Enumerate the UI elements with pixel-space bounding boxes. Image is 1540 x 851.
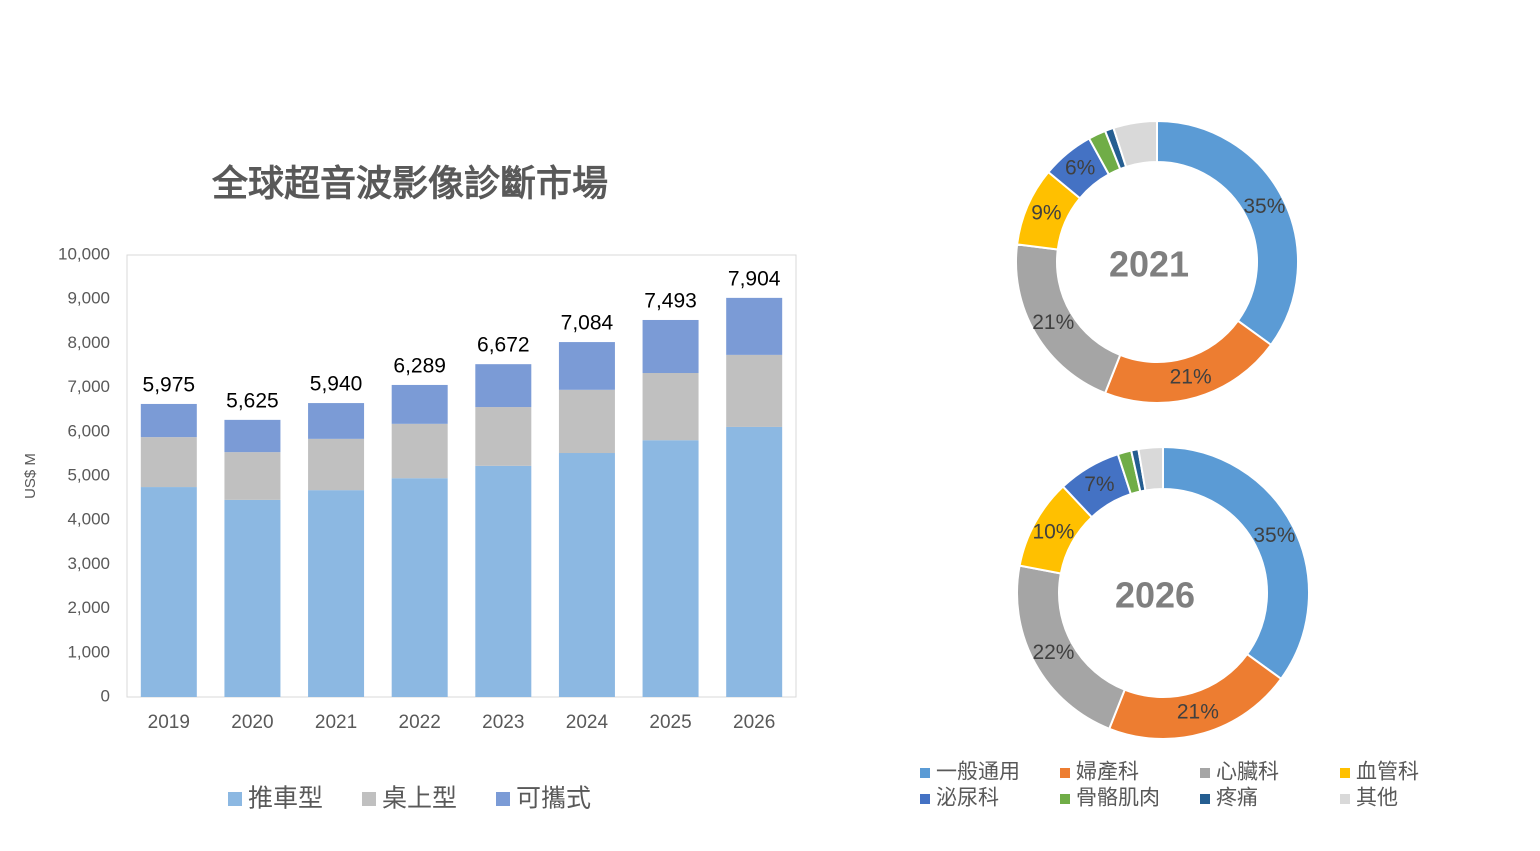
bar-segment — [140, 403, 197, 438]
slice-label: 10% — [1032, 520, 1074, 543]
x-tick-label: 2026 — [733, 712, 775, 733]
legend-swatch — [1200, 768, 1210, 778]
slice-label: 6% — [1065, 157, 1095, 180]
legend-label: 泌尿科 — [936, 787, 999, 810]
legend-swatch — [1060, 794, 1070, 804]
slice-label: 35% — [1243, 195, 1285, 218]
bar-segment — [391, 478, 448, 697]
total-label: 6,672 — [477, 334, 530, 357]
legend-swatch — [362, 792, 376, 806]
bar-segment — [475, 465, 532, 697]
bar-segment — [308, 403, 365, 439]
bar-segment — [224, 452, 281, 500]
bar-segment — [558, 453, 615, 697]
donut-slice — [1112, 119, 1158, 169]
bar-segment — [140, 437, 197, 488]
y-tick-label: 1,000 — [67, 642, 110, 661]
donut-slice — [1137, 445, 1164, 492]
x-tick-label: 2022 — [399, 712, 441, 733]
donut-slice — [1156, 119, 1299, 347]
legend-label: 血管科 — [1356, 761, 1419, 784]
y-tick-label: 4,000 — [67, 510, 110, 529]
bar-segment — [475, 407, 532, 466]
slice-label: 22% — [1032, 641, 1074, 664]
bar-segment — [726, 354, 783, 427]
legend-label: 可攜式 — [516, 785, 591, 813]
donut-slice — [1107, 652, 1283, 740]
legend-label: 推車型 — [248, 785, 323, 813]
bar-segment — [726, 297, 783, 355]
y-tick-label: 5,000 — [67, 465, 110, 484]
legend-label: 疼痛 — [1216, 787, 1258, 810]
bar-segment — [308, 490, 365, 697]
bar-segment — [308, 438, 365, 491]
legend-swatch — [920, 768, 930, 778]
bar-segment — [391, 423, 448, 479]
plot-area — [126, 254, 797, 698]
donut-slice — [1162, 445, 1310, 681]
bar-segment — [642, 319, 699, 374]
y-axis-label: US$ M — [22, 453, 39, 499]
legend-swatch — [920, 794, 930, 804]
slice-label: 35% — [1253, 524, 1295, 547]
x-tick-label: 2019 — [148, 712, 190, 733]
slice-label: 21% — [1170, 365, 1212, 388]
bar-segment — [224, 499, 281, 697]
legend-label: 骨骼肌肉 — [1076, 787, 1160, 810]
y-tick-label: 9,000 — [67, 289, 110, 308]
y-tick-label: 7,000 — [67, 377, 110, 396]
total-label: 5,625 — [226, 389, 279, 412]
legend-swatch — [1060, 768, 1070, 778]
legend-label: 其他 — [1356, 787, 1398, 810]
legend-label: 心臟科 — [1216, 761, 1279, 784]
x-tick-label: 2024 — [566, 712, 609, 733]
donut-slice — [1103, 319, 1273, 404]
bar-segment — [558, 342, 615, 390]
legend-label: 婦產科 — [1076, 761, 1139, 784]
bar-segment — [475, 364, 532, 408]
bar-segment — [558, 389, 615, 454]
y-tick-label: 0 — [101, 686, 110, 705]
total-label: 7,904 — [728, 267, 781, 290]
bar-segment — [140, 487, 197, 697]
donut-title: 2021 — [1109, 244, 1189, 285]
total-label: 5,975 — [143, 374, 196, 397]
slice-label: 7% — [1084, 473, 1114, 496]
slice-label: 21% — [1032, 311, 1074, 334]
slice-label: 9% — [1031, 202, 1061, 225]
total-label: 7,084 — [561, 312, 614, 335]
y-tick-label: 2,000 — [67, 598, 110, 617]
total-label: 5,940 — [310, 373, 363, 396]
bar-segment — [642, 440, 699, 697]
bar-segment — [391, 384, 448, 424]
chart-title: 全球超音波影像診斷市場 — [211, 163, 608, 204]
slice-label: 21% — [1177, 701, 1219, 724]
x-tick-label: 2023 — [482, 712, 524, 733]
total-label: 6,289 — [393, 354, 446, 377]
legend-swatch — [1340, 768, 1350, 778]
bar-segment — [642, 373, 699, 441]
legend-swatch — [1200, 794, 1210, 804]
legend-swatch — [1340, 794, 1350, 804]
total-label: 7,493 — [644, 290, 697, 313]
y-tick-label: 10,000 — [58, 244, 110, 263]
donut-title: 2026 — [1115, 575, 1195, 616]
x-tick-label: 2025 — [649, 712, 691, 733]
y-tick-label: 3,000 — [67, 554, 110, 573]
legend-swatch — [228, 792, 242, 806]
bar-segment — [224, 419, 281, 453]
legend-label: 桌上型 — [382, 785, 457, 813]
bar-segment — [726, 426, 783, 697]
legend-swatch — [496, 792, 510, 806]
x-tick-label: 2021 — [315, 712, 357, 733]
legend-label: 一般通用 — [936, 761, 1020, 784]
y-tick-label: 8,000 — [67, 333, 110, 352]
y-tick-label: 6,000 — [67, 421, 110, 440]
x-tick-label: 2020 — [231, 712, 273, 733]
